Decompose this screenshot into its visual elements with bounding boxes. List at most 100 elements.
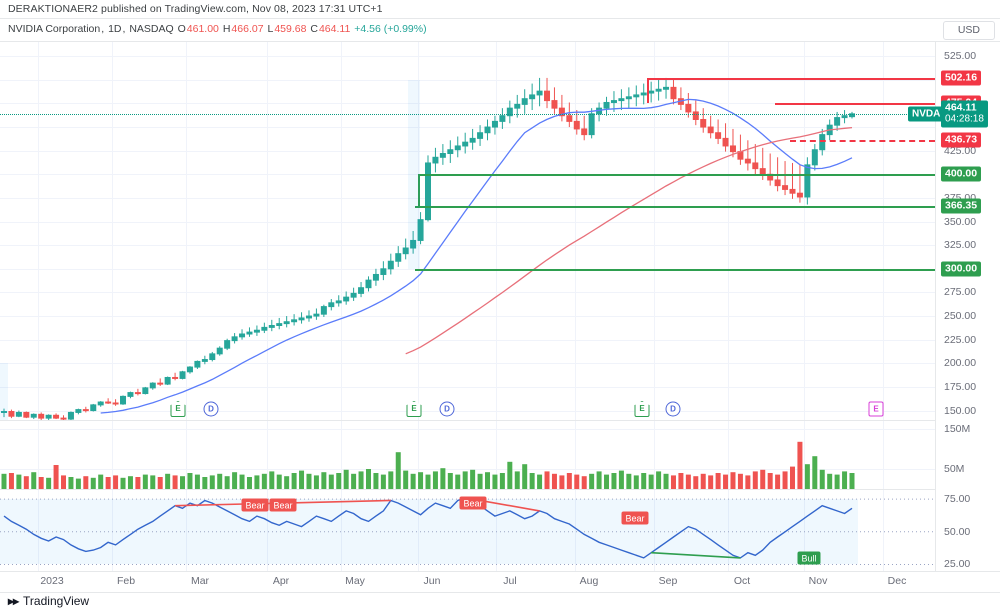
candle-body [23, 411, 30, 418]
time-tick-label: May [345, 575, 365, 587]
price-badge-support-400[interactable]: 400.00 [941, 166, 982, 182]
candle-body [157, 382, 164, 385]
volume-bar [804, 464, 810, 489]
earnings-marker-icon[interactable]: E [406, 401, 422, 417]
symbol-tag: NVDA [908, 106, 945, 122]
candle-body [834, 117, 841, 126]
price-tick-label: 425.00 [944, 144, 977, 157]
price-tick-label: 525.00 [944, 50, 977, 63]
gridline [0, 150, 935, 152]
support-line-300[interactable] [415, 268, 935, 271]
volume-bar [537, 474, 543, 489]
candle-body [112, 402, 119, 405]
earnings-marker-icon[interactable]: E [634, 401, 650, 417]
gridline [0, 221, 935, 223]
time-axis-bottom-divider [0, 592, 1000, 593]
volume-bar [470, 469, 476, 489]
time-tick-label: Jul [503, 575, 517, 587]
volume-bar [618, 470, 624, 489]
candle-body [8, 410, 15, 417]
support-line-400[interactable] [418, 174, 935, 177]
vertical-gridline [341, 42, 342, 571]
candle-body [90, 404, 97, 412]
volume-chart-canvas[interactable] [0, 421, 935, 489]
candle-body [305, 315, 312, 319]
bear-signal-label[interactable]: Bear [241, 498, 269, 512]
dividend-marker-icon[interactable]: D [665, 401, 681, 417]
candle-body [692, 111, 699, 120]
time-tick-label: Aug [579, 575, 599, 587]
volume-bar [737, 473, 743, 489]
header-divider [0, 18, 1000, 19]
vertical-gridline [496, 42, 497, 571]
volume-bar [596, 471, 602, 489]
price-chart-canvas[interactable] [0, 42, 935, 420]
time-tick-label: Oct [733, 575, 751, 587]
earnings-marker-icon[interactable]: E [868, 401, 884, 417]
volume-bar [834, 474, 840, 489]
volume-bar [782, 471, 788, 489]
volume-pane-divider [0, 420, 935, 421]
volume-bar [529, 473, 535, 489]
price-tick-label: 150.00 [944, 404, 977, 417]
bear-signal-label[interactable]: Bear [459, 496, 487, 510]
volume-bar [507, 461, 513, 489]
candle-body [127, 392, 134, 397]
price-badge-current-price[interactable]: 464.11 04:28:18 [941, 100, 988, 128]
candle-body [1, 410, 7, 413]
gridline [0, 292, 935, 294]
current-price-line[interactable] [0, 113, 935, 115]
bear-signal-label[interactable]: Bear [269, 498, 297, 512]
volume-bar [321, 472, 327, 489]
candle-body [15, 411, 22, 417]
volume-bar [723, 474, 729, 489]
volume-bar [254, 475, 260, 489]
vertical-gridline [38, 42, 39, 571]
candle-body [45, 414, 52, 419]
tradingview-logo[interactable]: ▸▸ TradingView [8, 594, 89, 608]
candle-body [209, 353, 216, 361]
dividend-marker-icon[interactable]: D [439, 401, 455, 417]
candle-body [499, 115, 506, 122]
volume-bar [574, 474, 580, 489]
volume-bar [514, 471, 520, 489]
earnings-marker-icon[interactable]: E [170, 401, 186, 417]
candle-body [841, 115, 848, 119]
price-badge-support-300[interactable]: 300.00 [941, 261, 982, 277]
candle-body [529, 94, 536, 100]
candle-body [610, 100, 617, 103]
volume-bar [31, 472, 37, 489]
gridline [0, 197, 935, 199]
rsi-line [3, 497, 853, 559]
price-badge-support-366[interactable]: 366.35 [941, 198, 982, 214]
candle-body [410, 239, 417, 249]
candle-body [335, 300, 342, 304]
bear-signal-label[interactable]: Bear [621, 511, 649, 525]
resistance-line-475[interactable] [775, 103, 935, 106]
candle-body [38, 413, 45, 419]
volume-bar [447, 473, 453, 489]
resistance-line-502[interactable] [647, 77, 935, 80]
volume-bar [68, 477, 74, 489]
vertical-gridline [804, 42, 805, 571]
level-line-436[interactable] [790, 139, 935, 142]
vertical-gridline [728, 42, 729, 571]
legend-symbol[interactable]: NVIDIA Corporation [8, 23, 101, 35]
currency-badge[interactable]: USD [942, 21, 995, 40]
volume-bar [120, 477, 126, 489]
volume-bar [432, 471, 438, 489]
candle-body [358, 287, 365, 294]
bull-signal-label[interactable]: Bull [797, 551, 821, 565]
dividend-marker-icon[interactable]: D [203, 401, 219, 417]
price-badge-resistance-502[interactable]: 502.16 [941, 70, 982, 86]
time-axis[interactable]: 2023 Feb Mar Apr May Jun Jul Aug Sep Oct Nov Dec [0, 571, 1000, 593]
price-badge-level-436[interactable]: 436.73 [941, 132, 982, 148]
ma-fast-line [100, 98, 853, 414]
price-tick-label: 275.00 [944, 286, 977, 299]
ma-slow-line [405, 126, 853, 355]
candle-body [283, 321, 290, 325]
support-line-366[interactable] [415, 206, 935, 209]
legend-exchange: NASDAQ [129, 23, 174, 35]
candle-body [625, 96, 632, 100]
legend-interval[interactable]: 1D [108, 23, 122, 35]
